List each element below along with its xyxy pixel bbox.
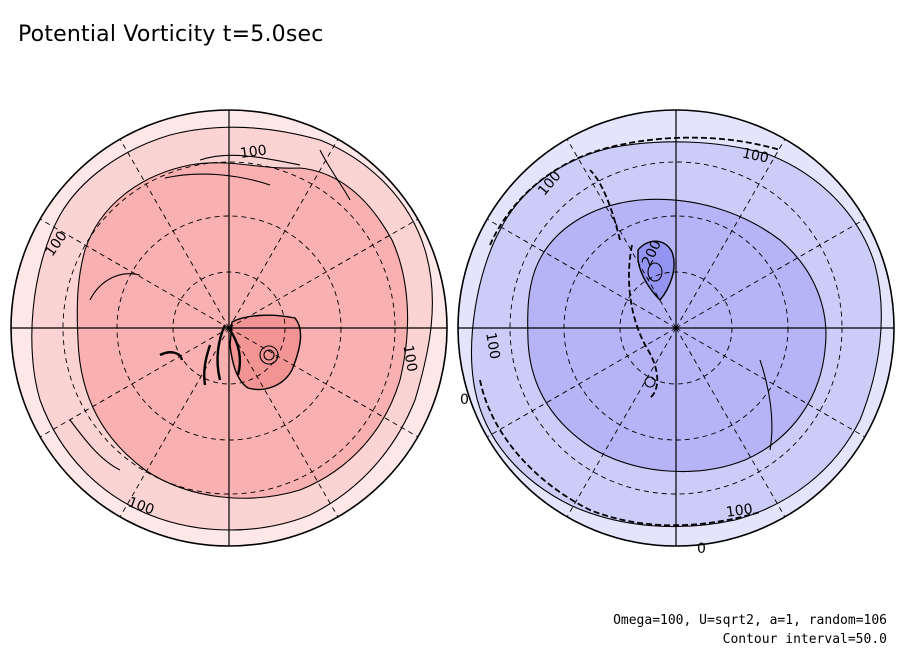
contour-label-north-top: 100 xyxy=(239,142,268,162)
contour-label-south-zero-bottom: 0 xyxy=(697,541,706,557)
footer-params: Omega=100, U=sqrt2, a=1, random=106 xyxy=(613,613,887,628)
footer-contour-interval: Contour interval=50.0 xyxy=(722,632,887,647)
fill-core-south xyxy=(638,241,675,300)
contour-label-south-left: 100 xyxy=(482,331,502,360)
panel-south xyxy=(458,110,894,546)
panel-north-border xyxy=(10,109,448,547)
fill-inner-south xyxy=(527,199,826,472)
chart-title: Potential Vorticity t=5.0sec xyxy=(18,22,324,47)
panel-north xyxy=(11,110,447,546)
contour-label-south-zero-left: 0 xyxy=(460,392,469,408)
contour-label-south-bottom: 100 xyxy=(725,501,754,521)
contour-label-south-upper-right: 100 xyxy=(741,145,770,166)
contour-label-north-right: 100 xyxy=(399,344,419,373)
panel-south-border xyxy=(457,109,895,547)
